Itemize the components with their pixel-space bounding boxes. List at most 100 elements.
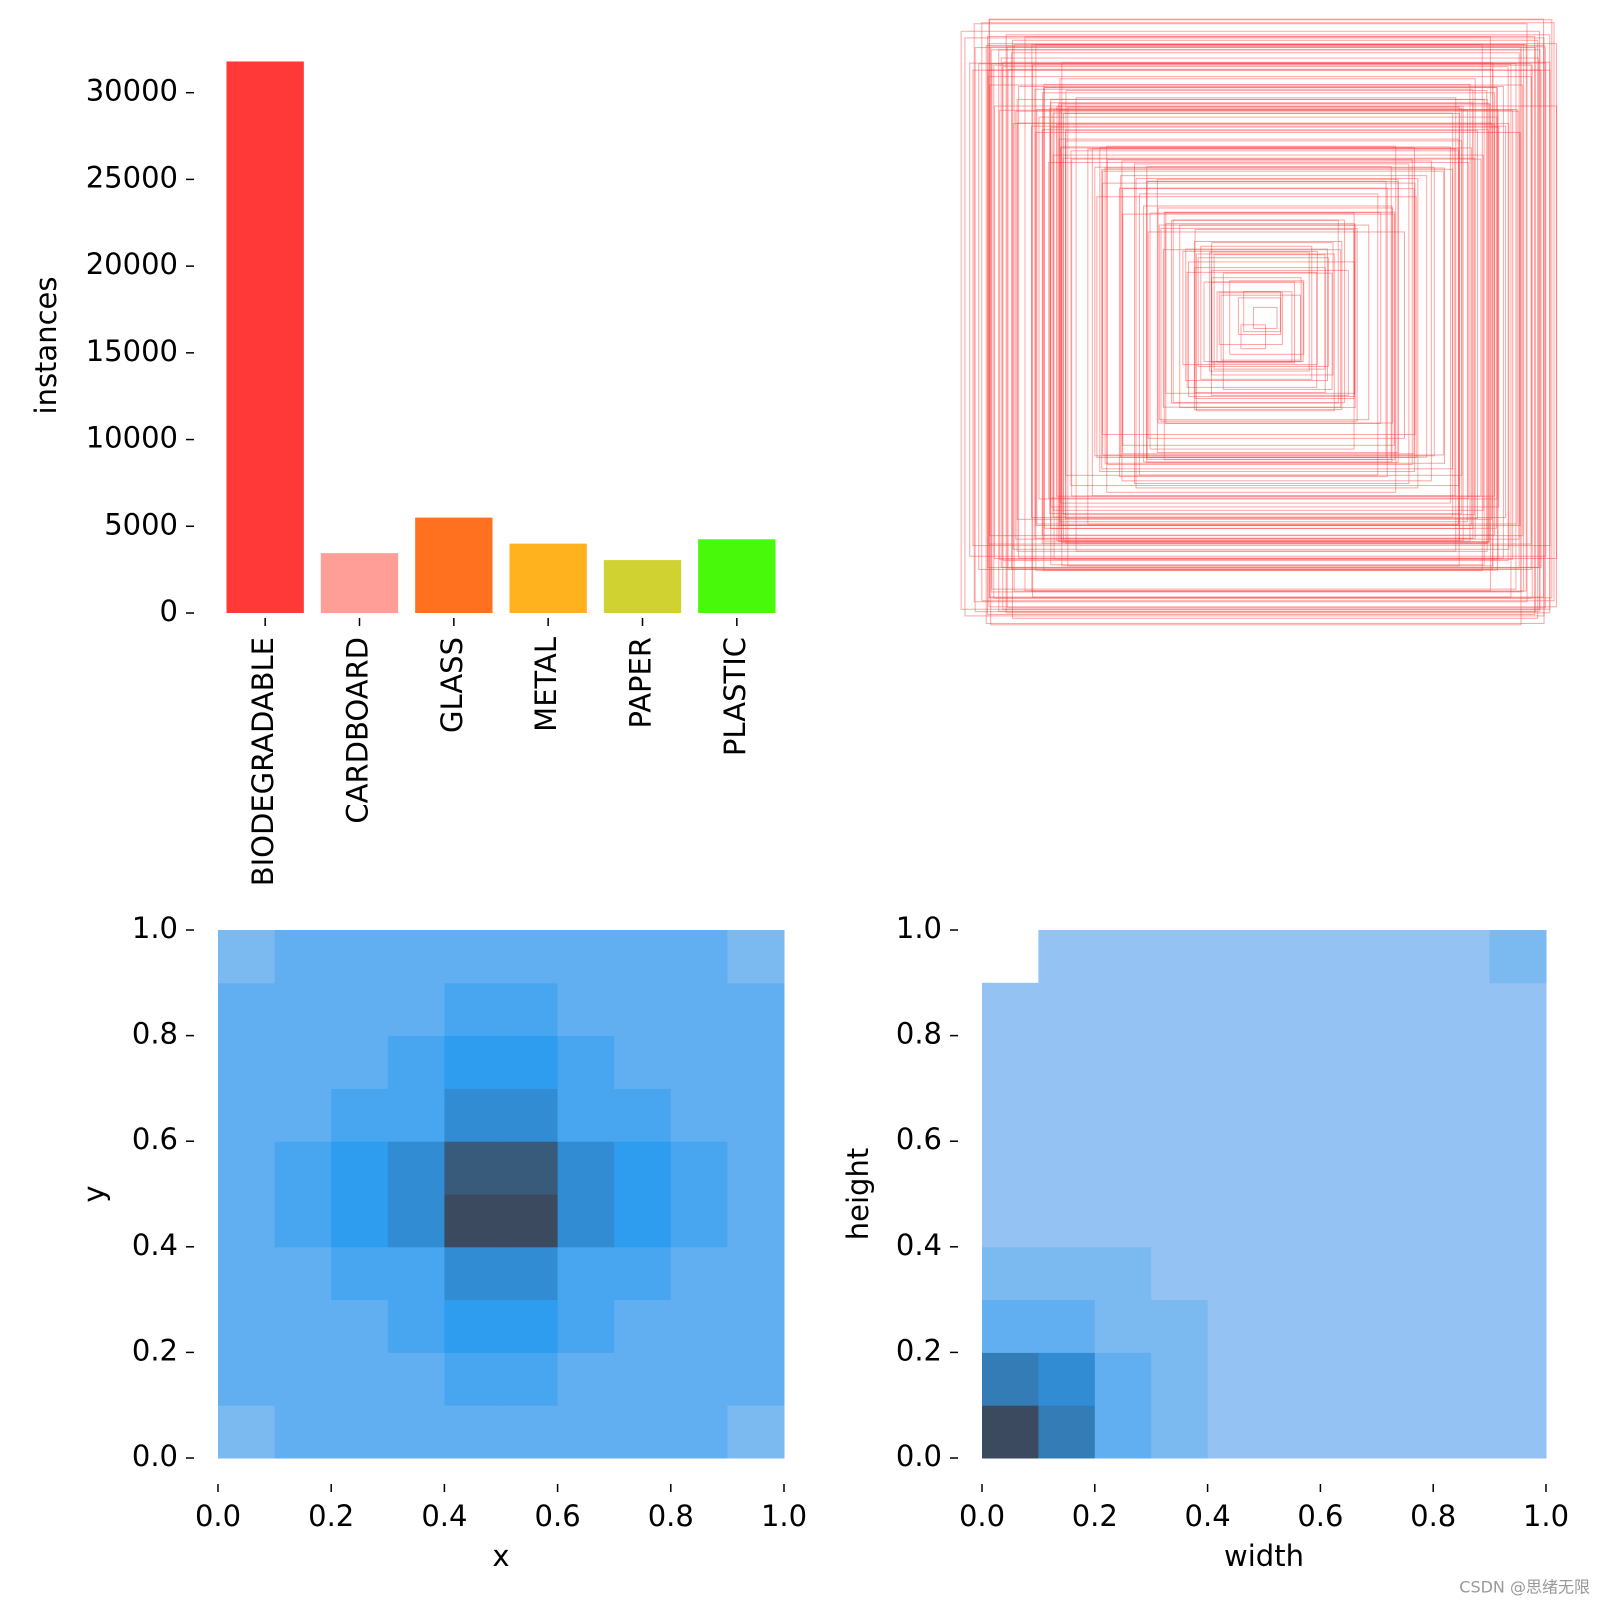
heat-cell — [1320, 1405, 1378, 1459]
heat-cell — [274, 1246, 332, 1301]
bar — [320, 553, 399, 613]
heat-cell — [557, 1352, 615, 1406]
heat-cell — [444, 1405, 502, 1459]
bbox — [1024, 36, 1491, 592]
heat-cell — [387, 1299, 445, 1353]
heat-cell — [444, 1299, 502, 1353]
heat-cell — [670, 1405, 728, 1459]
bbox — [1018, 85, 1504, 559]
bbox — [988, 76, 1532, 545]
x-tick-label: 0.2 — [308, 1499, 354, 1533]
heat-cell — [1264, 1088, 1321, 1142]
y-tick-label: 0.6 — [896, 1122, 942, 1156]
bbox — [1038, 116, 1498, 500]
bbox — [1056, 105, 1464, 542]
bbox — [1195, 253, 1335, 412]
bbox — [964, 37, 1545, 617]
heat-cell — [1320, 1035, 1378, 1089]
heat-cell — [982, 1299, 1039, 1353]
heat-cell — [670, 1246, 728, 1301]
bbox — [1210, 269, 1349, 396]
bbox — [1006, 46, 1546, 609]
bbox — [1043, 86, 1499, 571]
heat-cell — [727, 1141, 785, 1195]
heat-cell — [1151, 1299, 1209, 1353]
bbox — [1170, 219, 1339, 404]
bbox — [1218, 292, 1283, 345]
heat-cell — [614, 1141, 672, 1195]
heat-cell — [1433, 1405, 1491, 1459]
y-tick-label: 1.0 — [896, 911, 942, 945]
x-tick-label: 1.0 — [761, 1499, 807, 1533]
y-tick-label: 0 — [160, 594, 178, 628]
y-tick-label: 0.4 — [896, 1228, 942, 1262]
bbox — [1182, 250, 1318, 366]
heat-cell — [1376, 1352, 1434, 1406]
bbox — [989, 84, 1524, 537]
heat-cell — [1433, 1352, 1491, 1406]
y-tick-label: 0.6 — [132, 1122, 178, 1156]
bbox — [1203, 281, 1304, 362]
bbox — [1011, 52, 1520, 570]
bbox — [1122, 188, 1415, 455]
y-tick-label: 20000 — [86, 247, 178, 281]
x-tick-label: 0.8 — [1410, 1499, 1456, 1533]
heat-cell — [1320, 1141, 1378, 1195]
bbox — [1220, 294, 1302, 361]
bbox — [1194, 267, 1326, 394]
y-axis-label: y — [77, 1185, 111, 1202]
heat-cell — [218, 1405, 276, 1459]
bbox — [1194, 229, 1355, 400]
bbox — [1035, 131, 1521, 527]
bbox — [1101, 168, 1454, 470]
heat-cell — [331, 1141, 389, 1195]
heat-cell — [218, 1194, 276, 1248]
heat-cell — [501, 982, 559, 1037]
heat-cell — [1433, 1088, 1491, 1142]
x-tick-label: 0.2 — [1072, 1499, 1118, 1533]
heat-cell — [1433, 930, 1491, 984]
bbox — [1058, 102, 1490, 543]
bbox — [1065, 130, 1479, 520]
bbox — [1043, 83, 1471, 542]
bbox — [1121, 160, 1432, 482]
heat-cell — [670, 1194, 728, 1248]
heat-cell — [1264, 1405, 1321, 1459]
bbox — [998, 109, 1514, 560]
bbox — [960, 30, 1540, 610]
heat-cell — [444, 1246, 502, 1301]
bbox — [1172, 219, 1346, 404]
bbox — [1102, 170, 1445, 456]
bbox — [973, 23, 1528, 603]
bbox — [1104, 167, 1446, 464]
heat-cell — [1320, 982, 1378, 1037]
y-tick-label: 15000 — [86, 334, 178, 368]
heat-cell — [331, 930, 389, 984]
bbox — [1034, 88, 1474, 539]
bbox — [1101, 182, 1416, 435]
bbox — [1149, 212, 1355, 450]
heat-cell — [444, 1088, 502, 1142]
bbox — [1143, 205, 1393, 463]
x-tick-label: CARDBOARD — [341, 637, 375, 824]
heat-cell — [727, 1194, 785, 1248]
y-axis-label: height — [841, 1148, 875, 1240]
heat-cell — [614, 1035, 672, 1089]
heat-cell — [1151, 1088, 1209, 1142]
heat-cell — [670, 982, 728, 1037]
heat-cell — [1094, 1352, 1152, 1406]
heat-cell — [1207, 982, 1265, 1037]
bbox — [1030, 125, 1507, 519]
bbox — [1058, 138, 1460, 526]
heat-cell — [982, 1088, 1039, 1142]
bbox — [991, 63, 1517, 590]
heat-cell — [387, 1088, 445, 1142]
heat-cell — [1151, 1194, 1209, 1248]
x-tick-label: 0.6 — [1297, 1499, 1343, 1533]
bbox — [1099, 147, 1415, 473]
heat-cell — [1433, 1035, 1491, 1089]
x-tick-label: 0.4 — [421, 1499, 467, 1533]
bbox — [1067, 106, 1460, 567]
heat-cell — [557, 1035, 615, 1089]
